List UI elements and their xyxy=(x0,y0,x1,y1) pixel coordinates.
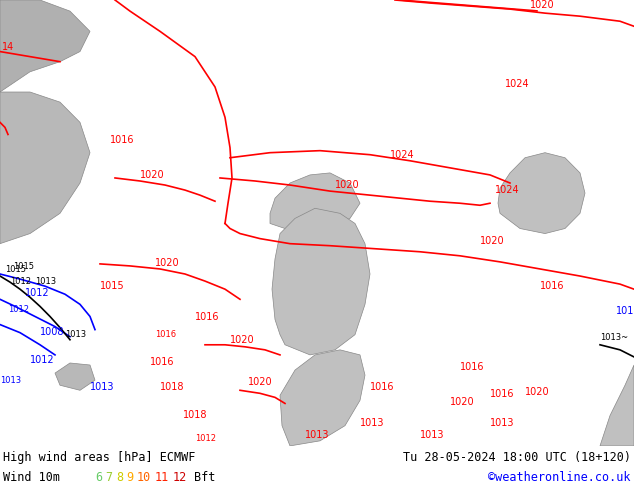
Text: Wind 10m: Wind 10m xyxy=(3,471,60,485)
Text: ©weatheronline.co.uk: ©weatheronline.co.uk xyxy=(489,471,631,485)
Polygon shape xyxy=(600,365,634,446)
Polygon shape xyxy=(0,92,90,244)
Text: 1012: 1012 xyxy=(30,355,55,365)
Text: 1024: 1024 xyxy=(390,150,415,160)
Text: 8: 8 xyxy=(116,471,123,485)
Text: 1016: 1016 xyxy=(540,281,564,291)
Text: 7: 7 xyxy=(105,471,113,485)
Text: 12: 12 xyxy=(173,471,187,485)
Text: 1015: 1015 xyxy=(100,281,125,291)
Text: 1013: 1013 xyxy=(420,430,444,440)
Text: 1020: 1020 xyxy=(248,377,273,387)
Polygon shape xyxy=(55,363,95,391)
Text: 1020: 1020 xyxy=(230,335,255,345)
Text: 6: 6 xyxy=(95,471,102,485)
Text: 1018: 1018 xyxy=(160,382,184,392)
Polygon shape xyxy=(272,208,370,355)
Text: 1016: 1016 xyxy=(155,330,176,339)
Text: 1016: 1016 xyxy=(370,382,394,392)
Text: 9: 9 xyxy=(127,471,134,485)
Text: 1013: 1013 xyxy=(616,306,634,317)
Text: 11: 11 xyxy=(155,471,169,485)
Text: 1008: 1008 xyxy=(40,327,65,337)
Text: 1020: 1020 xyxy=(525,387,550,397)
Polygon shape xyxy=(0,0,90,92)
Text: 1018: 1018 xyxy=(183,410,207,419)
Polygon shape xyxy=(280,350,365,446)
Text: 1013: 1013 xyxy=(305,430,330,440)
Text: 1012: 1012 xyxy=(10,277,31,286)
Text: 1024: 1024 xyxy=(495,185,520,195)
Text: 1012: 1012 xyxy=(8,305,29,315)
Text: Bft: Bft xyxy=(194,471,216,485)
Text: 1013: 1013 xyxy=(90,382,115,392)
Text: High wind areas [hPa] ECMWF: High wind areas [hPa] ECMWF xyxy=(3,451,195,465)
Text: 1016: 1016 xyxy=(150,357,174,367)
Text: 1016: 1016 xyxy=(460,362,484,372)
Text: 1013: 1013 xyxy=(490,417,515,428)
Text: 1015: 1015 xyxy=(13,262,34,271)
Text: 1013: 1013 xyxy=(360,417,384,428)
Text: 1013: 1013 xyxy=(0,376,21,385)
Text: 1016: 1016 xyxy=(490,390,515,399)
Text: 1024: 1024 xyxy=(505,79,529,89)
Text: 1013: 1013 xyxy=(35,277,56,286)
Text: 1015: 1015 xyxy=(5,265,26,274)
Text: 1020: 1020 xyxy=(450,397,475,408)
Text: 14: 14 xyxy=(2,42,14,51)
Text: 1020: 1020 xyxy=(530,0,555,10)
Text: Tu 28-05-2024 18:00 UTC (18+120): Tu 28-05-2024 18:00 UTC (18+120) xyxy=(403,451,631,465)
Polygon shape xyxy=(498,153,585,234)
Text: 1012: 1012 xyxy=(25,288,49,298)
Text: 1020: 1020 xyxy=(140,170,165,180)
Polygon shape xyxy=(270,173,360,234)
Text: 1013: 1013 xyxy=(65,330,86,339)
Text: 1020: 1020 xyxy=(155,258,179,268)
Text: 1012: 1012 xyxy=(195,434,216,443)
Text: 1013~: 1013~ xyxy=(600,333,628,342)
Text: 1020: 1020 xyxy=(480,236,505,245)
Text: 1020: 1020 xyxy=(335,180,359,190)
Text: 1016: 1016 xyxy=(110,135,134,145)
Text: 1016: 1016 xyxy=(195,312,219,321)
Text: 10: 10 xyxy=(137,471,152,485)
